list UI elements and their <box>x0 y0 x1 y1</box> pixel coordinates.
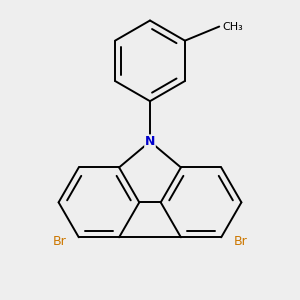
Text: CH₃: CH₃ <box>222 22 243 32</box>
Text: N: N <box>145 135 155 148</box>
Text: Br: Br <box>52 235 66 248</box>
Text: Br: Br <box>234 235 248 248</box>
